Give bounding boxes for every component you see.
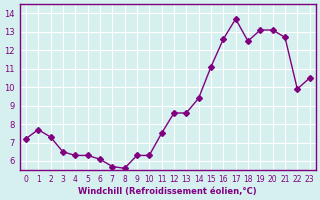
X-axis label: Windchill (Refroidissement éolien,°C): Windchill (Refroidissement éolien,°C) bbox=[78, 187, 257, 196]
